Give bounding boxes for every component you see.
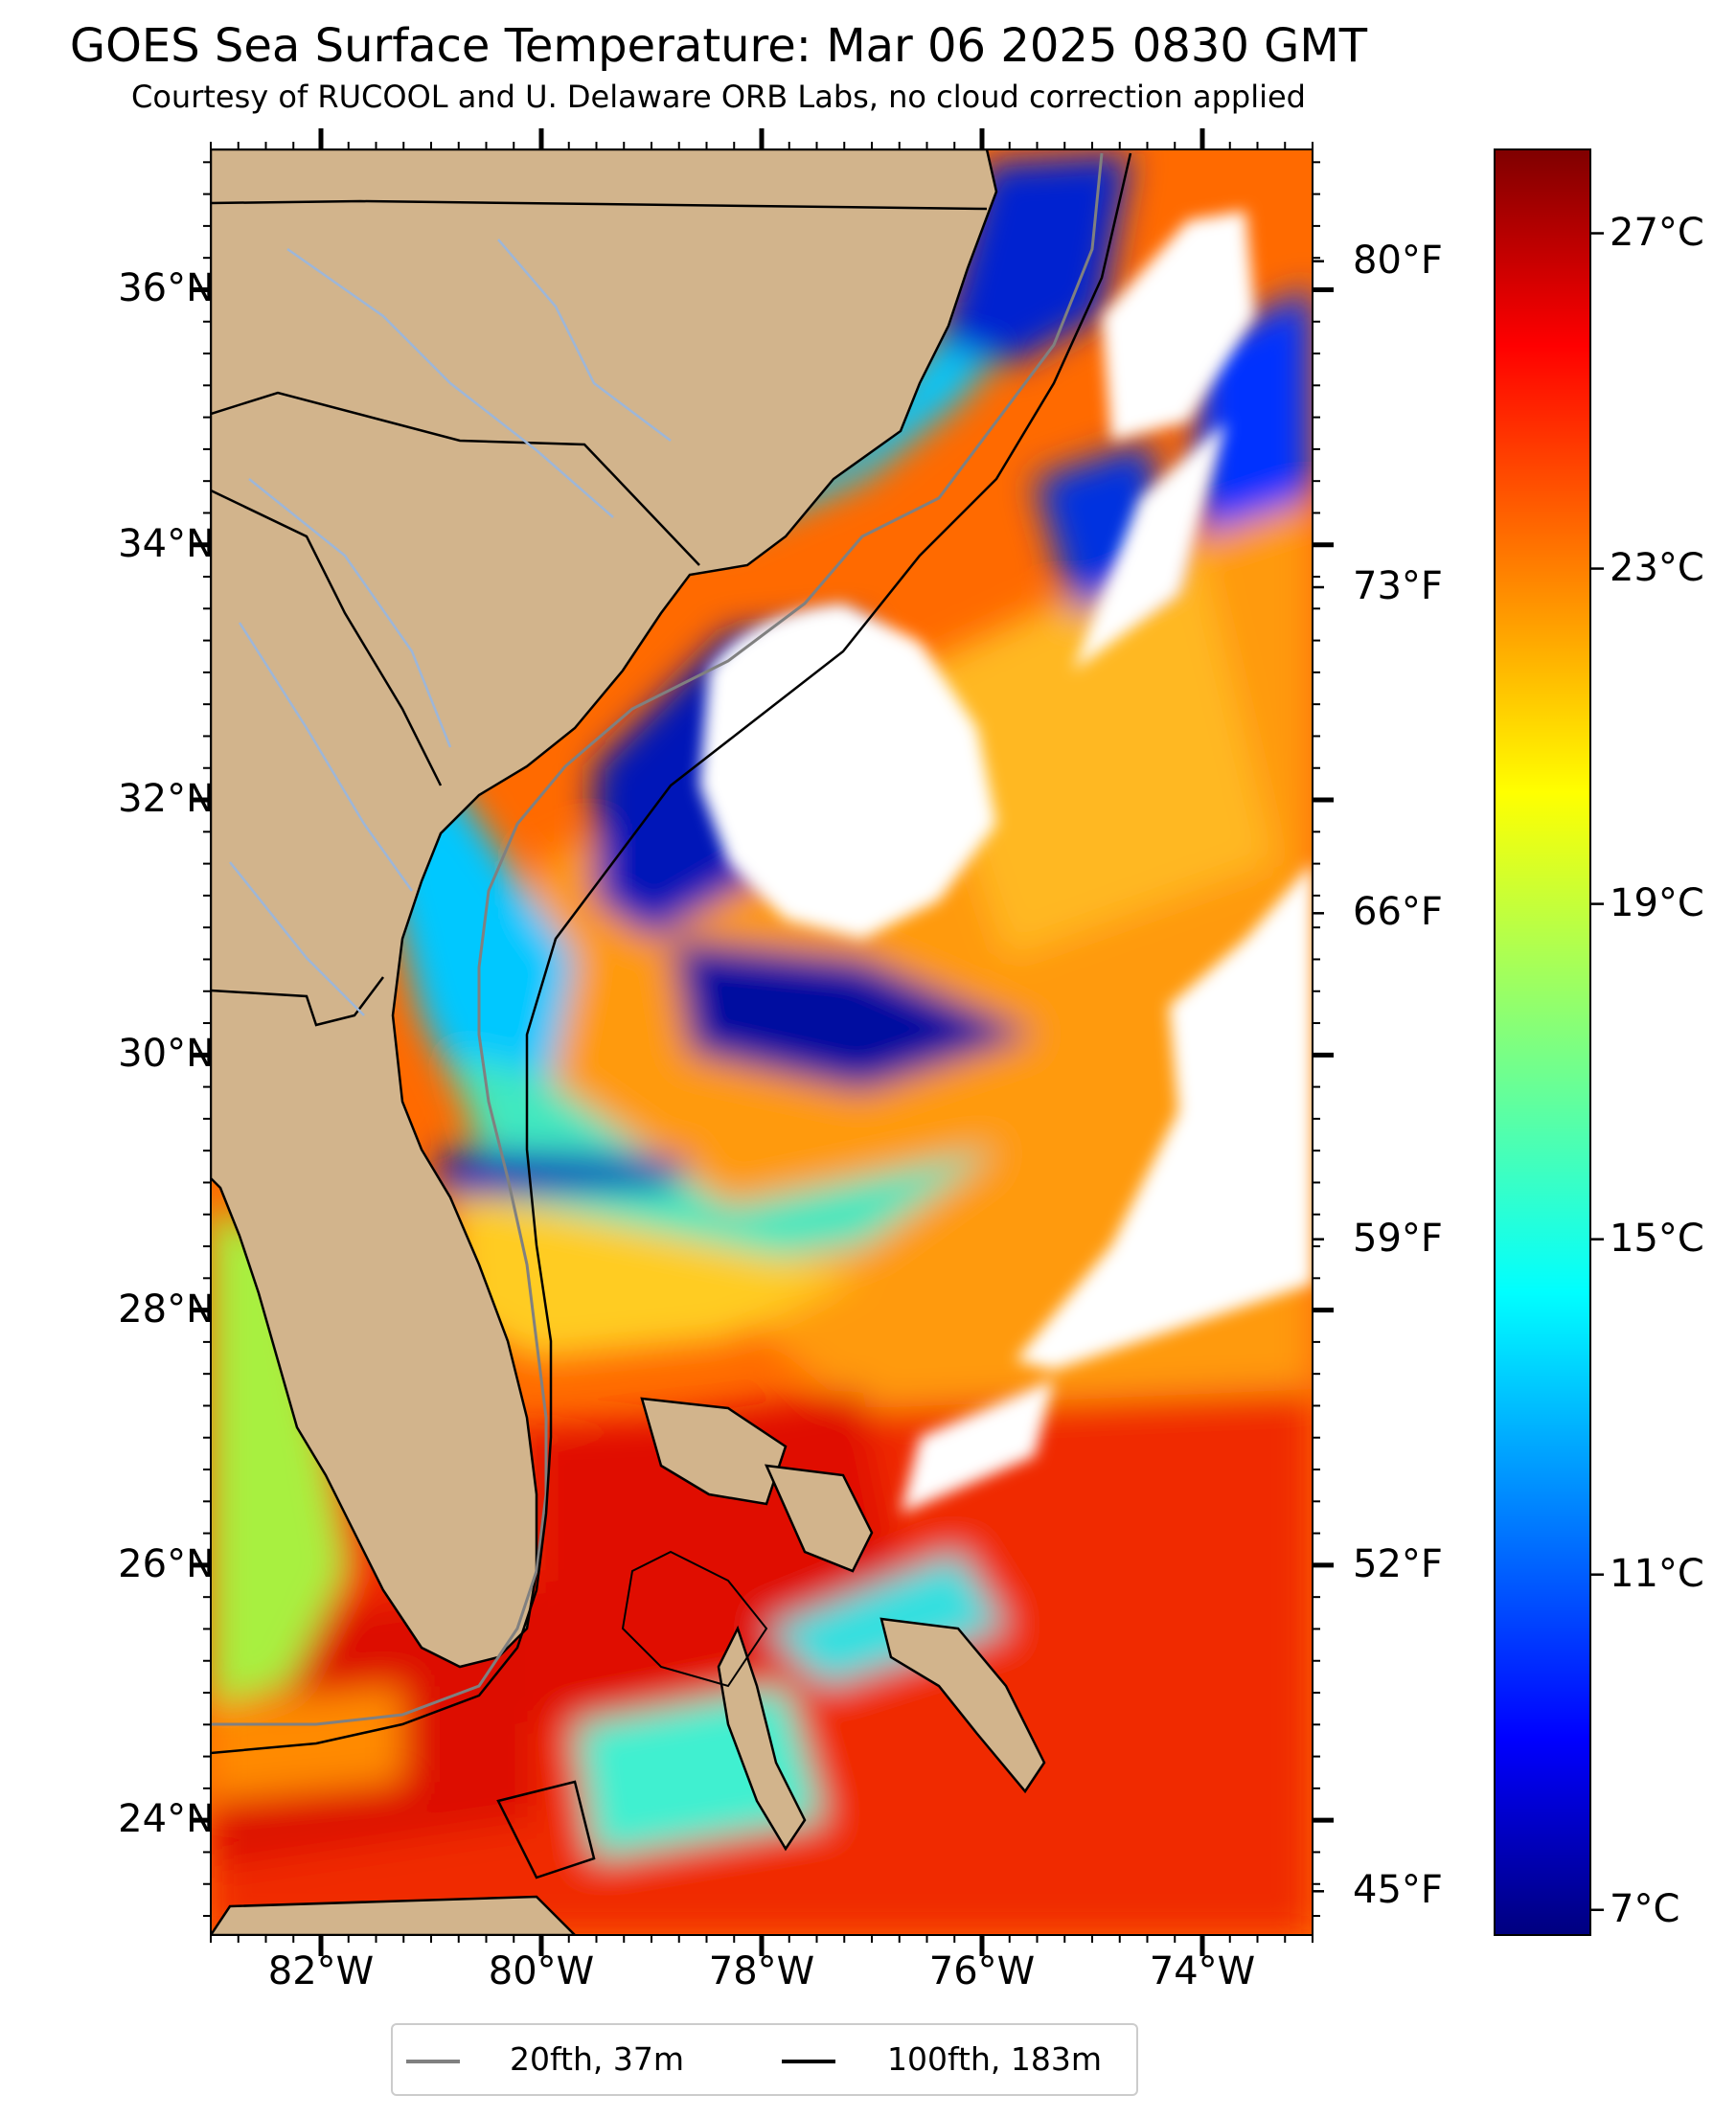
colorbar xyxy=(1494,148,1591,1936)
rivers xyxy=(229,239,672,1016)
legend-swatch-20fth xyxy=(406,2060,460,2063)
colorbar-ticks xyxy=(1313,232,1604,1911)
lat-label: 30°N xyxy=(118,1032,215,1077)
legend: 20fth, 37m 100fth, 183m xyxy=(391,2023,1138,2096)
state-borders xyxy=(211,199,988,1027)
lat-label: 26°N xyxy=(118,1541,215,1586)
lon-label: 78°W xyxy=(708,1949,815,1993)
legend-label-20fth: 20fth, 37m xyxy=(510,2040,684,2078)
map-subtitle: Courtesy of RUCOOL and U. Delaware ORB L… xyxy=(131,79,1306,115)
colorbar-celsius-label: 27°C xyxy=(1610,210,1704,255)
legend-label-100fth: 100fth, 183m xyxy=(887,2040,1102,2078)
contour-bahamas-bank xyxy=(621,1550,768,1688)
map-area xyxy=(211,149,1313,1935)
lon-label: 74°W xyxy=(1149,1949,1256,1993)
colorbar-celsius-label: 23°C xyxy=(1610,545,1704,590)
colorbar-fahrenheit-label: 59°F xyxy=(1353,1216,1443,1261)
land-mass xyxy=(211,149,1046,1935)
colorbar-celsius-label: 19°C xyxy=(1610,880,1704,925)
colorbar-fahrenheit-label: 66°F xyxy=(1353,890,1443,935)
colorbar-fahrenheit-label: 80°F xyxy=(1353,238,1443,283)
colorbar-fahrenheit-label: 52°F xyxy=(1353,1541,1443,1586)
colorbar-celsius-label: 7°C xyxy=(1610,1886,1680,1931)
lon-label: 76°W xyxy=(928,1949,1036,1993)
lat-label: 34°N xyxy=(118,521,215,566)
colorbar-fahrenheit-label: 73°F xyxy=(1353,564,1443,608)
lon-label: 80°W xyxy=(488,1949,595,1993)
colorbar-fahrenheit-label: 45°F xyxy=(1353,1868,1443,1913)
axis-ticks xyxy=(190,128,1334,1956)
lat-label: 36°N xyxy=(118,266,215,311)
lat-label: 32°N xyxy=(118,777,215,822)
cloud-mask xyxy=(699,211,1313,1514)
colorbar-celsius-label: 15°C xyxy=(1610,1216,1704,1261)
colorbar-celsius-label: 11°C xyxy=(1610,1551,1704,1596)
lon-label: 82°W xyxy=(267,1949,375,1993)
lat-label: 28°N xyxy=(118,1287,215,1332)
map-title: GOES Sea Surface Temperature: Mar 06 202… xyxy=(69,19,1368,73)
contour-20fth xyxy=(211,152,1104,1726)
legend-swatch-100fth xyxy=(782,2060,835,2063)
lat-label: 24°N xyxy=(118,1797,215,1842)
contour-100fth xyxy=(211,152,1132,1755)
